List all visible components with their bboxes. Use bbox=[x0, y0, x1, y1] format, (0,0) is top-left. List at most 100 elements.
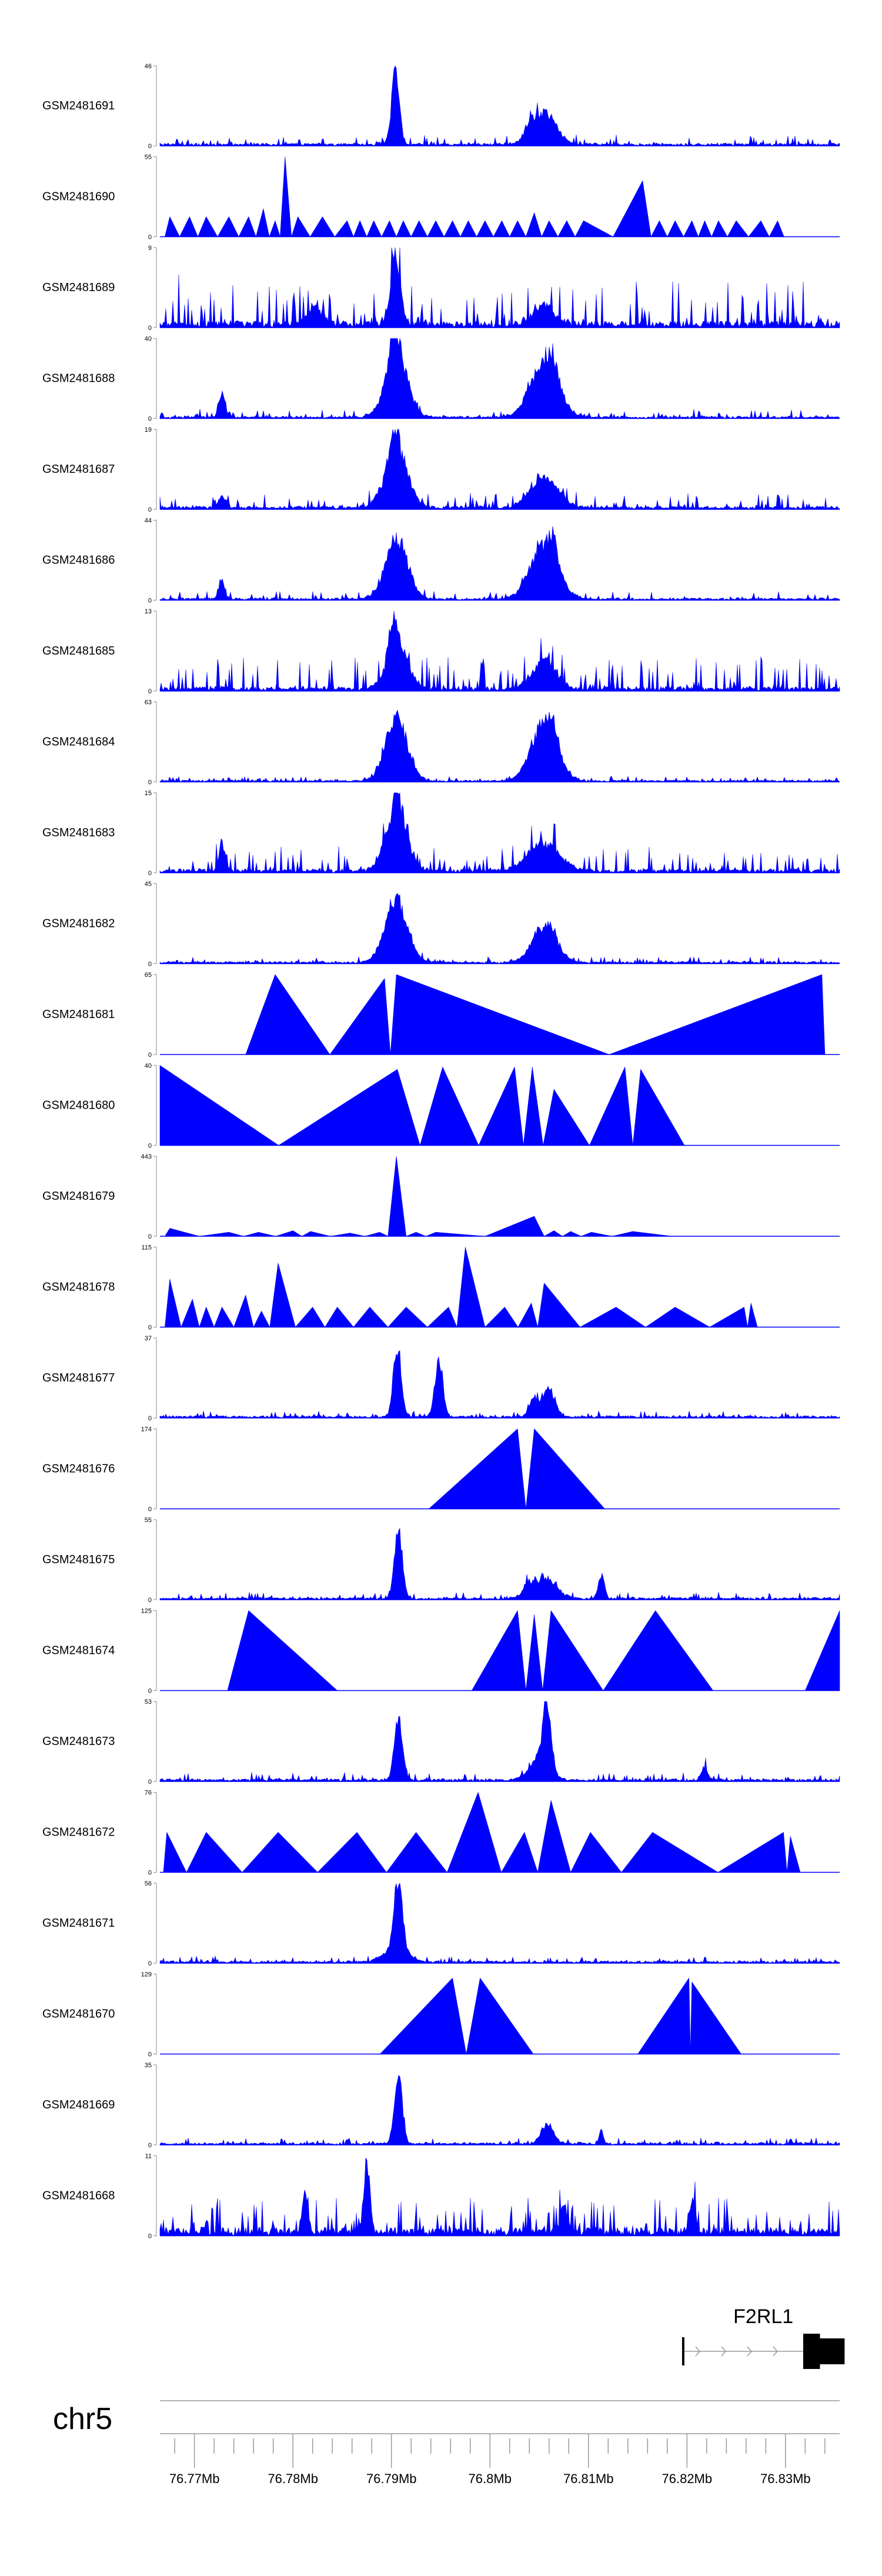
y-zero-label: 0 bbox=[148, 1052, 152, 1059]
strand-arrow bbox=[695, 2346, 700, 2357]
track-GSM2481685: GSM2481685 13 0 bbox=[42, 608, 840, 695]
track-label: GSM2481678 bbox=[42, 1281, 115, 1294]
coverage-area bbox=[159, 1883, 840, 1964]
coverage-tracks: GSM2481691460GSM2481690550GSM248168990GS… bbox=[42, 63, 840, 2240]
y-zero-label: 0 bbox=[148, 1870, 152, 1877]
track-label: GSM2481677 bbox=[42, 1372, 115, 1384]
coverage-area bbox=[159, 156, 791, 237]
y-zero-label: 0 bbox=[148, 1324, 152, 1332]
coverage-area bbox=[216, 974, 828, 1055]
y-zero-label: 0 bbox=[148, 870, 152, 877]
track-GSM2481673: GSM2481673 53 0 bbox=[42, 1699, 840, 1786]
y-zero-label: 0 bbox=[148, 143, 152, 150]
tick-label: 76.77Mb bbox=[169, 2471, 220, 2486]
track-label: GSM2481679 bbox=[42, 1190, 115, 1203]
track-GSM2481681: GSM2481681 65 0 bbox=[42, 972, 840, 1059]
gene-label: F2RL1 bbox=[733, 2305, 793, 2328]
y-max-label: 76 bbox=[145, 1790, 152, 1797]
track-label: GSM2481687 bbox=[42, 463, 115, 476]
tick-label: 76.78Mb bbox=[268, 2471, 318, 2486]
y-max-label: 35 bbox=[145, 2062, 152, 2069]
gene-exon-cds bbox=[803, 2334, 820, 2369]
y-max-label: 55 bbox=[145, 1517, 152, 1524]
y-max-label: 40 bbox=[145, 1063, 152, 1070]
y-zero-label: 0 bbox=[148, 1143, 152, 1150]
y-max-label: 125 bbox=[141, 1608, 152, 1615]
coverage-area bbox=[308, 1978, 791, 2054]
y-max-label: 115 bbox=[141, 1244, 152, 1252]
track-label: GSM2481682 bbox=[42, 917, 115, 930]
track-GSM2481669: GSM2481669 35 0 bbox=[42, 2062, 840, 2149]
tick-label: 76.82Mb bbox=[662, 2471, 713, 2486]
track-label: GSM2481676 bbox=[42, 1463, 115, 1476]
coverage-area bbox=[159, 893, 840, 964]
gene-exon-utr5 bbox=[681, 2337, 684, 2365]
y-max-label: 11 bbox=[145, 2153, 152, 2160]
tick-label: 76.81Mb bbox=[563, 2471, 614, 2486]
track-label: GSM2481691 bbox=[42, 99, 115, 112]
y-max-label: 9 bbox=[148, 245, 152, 252]
y-zero-label: 0 bbox=[148, 779, 152, 786]
track-GSM2481684: GSM2481684 63 0 bbox=[42, 699, 840, 786]
y-max-label: 19 bbox=[145, 426, 152, 433]
y-max-label: 129 bbox=[141, 1971, 152, 1978]
coverage-area bbox=[159, 610, 840, 692]
coverage-area bbox=[159, 1528, 840, 1600]
y-zero-label: 0 bbox=[148, 1597, 152, 1604]
track-GSM2481674: GSM2481674 125 0 bbox=[42, 1608, 840, 1695]
y-zero-label: 0 bbox=[148, 1688, 152, 1695]
track-GSM2481683: GSM2481683 15 0 bbox=[42, 790, 840, 877]
tick-label: 76.8Mb bbox=[469, 2471, 512, 2486]
track-label: GSM2481683 bbox=[42, 826, 115, 839]
track-GSM2481691: GSM2481691 46 0 bbox=[42, 63, 840, 150]
track-GSM2481690: GSM2481690 55 0 bbox=[42, 154, 840, 241]
y-zero-label: 0 bbox=[148, 598, 152, 605]
track-label: GSM2481674 bbox=[42, 1644, 115, 1657]
y-max-label: 13 bbox=[145, 608, 152, 615]
coverage-area bbox=[340, 1429, 676, 1509]
y-zero-label: 0 bbox=[148, 1506, 152, 1513]
track-label: GSM2481681 bbox=[42, 1008, 115, 1021]
coverage-area bbox=[159, 1247, 764, 1327]
track-GSM2481672: GSM2481672 76 0 bbox=[42, 1790, 840, 1877]
track-label: GSM2481668 bbox=[42, 2190, 115, 2203]
track-label: GSM2481673 bbox=[42, 1735, 115, 1748]
track-label: GSM2481685 bbox=[42, 645, 115, 658]
y-zero-label: 0 bbox=[148, 2051, 152, 2058]
track-GSM2481682: GSM2481682 45 0 bbox=[42, 881, 840, 968]
track-label: GSM2481684 bbox=[42, 736, 115, 749]
y-max-label: 46 bbox=[145, 63, 152, 70]
track-label: GSM2481689 bbox=[42, 281, 115, 294]
track-GSM2481678: GSM2481678 115 0 bbox=[42, 1244, 840, 1332]
y-max-label: 15 bbox=[145, 790, 152, 797]
y-zero-label: 0 bbox=[148, 325, 152, 332]
coverage-area bbox=[159, 526, 840, 600]
track-label: GSM2481686 bbox=[42, 554, 115, 567]
coverage-area bbox=[159, 792, 840, 873]
strand-arrow bbox=[773, 2346, 778, 2357]
y-max-label: 44 bbox=[145, 518, 152, 525]
coverage-area bbox=[159, 2157, 840, 2236]
track-label: GSM2481675 bbox=[42, 1553, 115, 1566]
y-zero-label: 0 bbox=[148, 1415, 152, 1422]
coverage-area bbox=[159, 65, 840, 146]
gene-annotation-track: F2RL1 bbox=[681, 2305, 845, 2369]
y-zero-label: 0 bbox=[148, 416, 152, 423]
y-max-label: 174 bbox=[141, 1426, 152, 1433]
coverage-area bbox=[159, 429, 840, 510]
y-zero-label: 0 bbox=[148, 506, 152, 513]
track-GSM2481671: GSM2481671 56 0 bbox=[42, 1880, 840, 1967]
y-zero-label: 0 bbox=[148, 961, 152, 968]
y-max-label: 45 bbox=[145, 881, 152, 888]
strand-arrow bbox=[747, 2346, 752, 2357]
coverage-area bbox=[206, 1610, 840, 1691]
y-zero-label: 0 bbox=[148, 2233, 152, 2240]
y-max-label: 37 bbox=[145, 1335, 152, 1342]
y-max-label: 56 bbox=[145, 1880, 152, 1887]
coverage-area bbox=[159, 338, 840, 419]
coverage-area bbox=[159, 2075, 840, 2145]
track-GSM2481676: GSM2481676 174 0 bbox=[42, 1426, 840, 1513]
y-zero-label: 0 bbox=[148, 1960, 152, 1967]
y-max-label: 53 bbox=[145, 1699, 152, 1706]
